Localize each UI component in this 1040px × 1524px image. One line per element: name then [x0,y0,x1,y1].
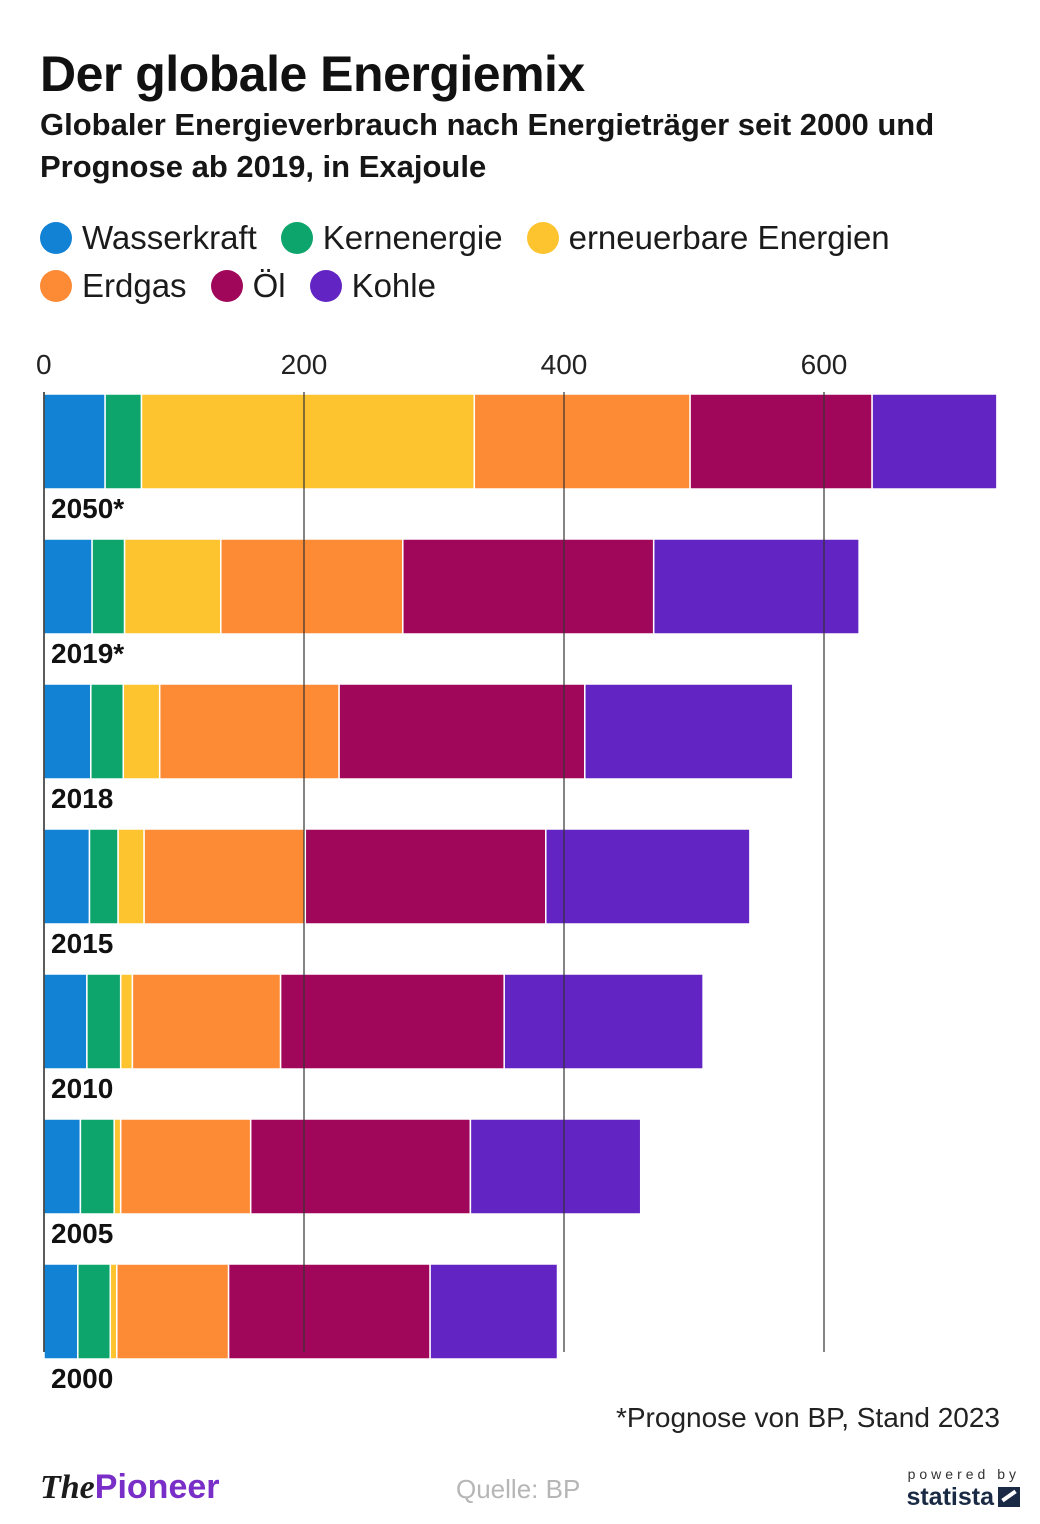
bar-segment-2019-4 [402,538,655,635]
bar-segment-2050-4 [689,393,873,490]
chart-title: Der globale Energiemix [40,46,585,102]
bars: 2050* 2019* 2018 2015 2010 2005 2000 [43,393,998,1394]
bar-segment-2015-2 [117,828,145,925]
gridlines: 0 200 400 600 [36,349,847,1352]
statista-wordmark: statista [906,1482,1020,1512]
bar-segment-2018-4 [338,683,586,780]
stacked-bar-chart: 2050* 2019* 2018 2015 2010 2005 2000 0 200 400 600 [36,349,998,1394]
year-label-2000: 2000 [51,1363,113,1394]
bar-segment-2005-1 [79,1118,115,1215]
legend-swatch-oel [210,270,243,302]
bar-segment-2010-2 [119,973,134,1070]
bar-segment-2018-3 [158,683,340,780]
bar-segment-2005-5 [469,1118,642,1215]
year-label-2015: 2015 [51,928,113,959]
bar-segment-2015-0 [43,828,91,925]
tick-label-200: 200 [281,349,328,380]
bar-segment-2010-4 [279,973,505,1070]
bar-segment-2018-5 [584,683,794,780]
legend-swatch-kohle [309,270,342,302]
legend-swatch-erdgas [40,270,72,302]
legend-swatch-kernenergie [280,222,313,254]
chart-subtitle: Globaler Energieverbrauch nach Energietr… [40,107,935,184]
bar-segment-2019-2 [123,538,222,635]
legend-item-wasserkraft: Wasserkraft [40,219,257,257]
bar-segment-2000-2 [109,1263,118,1360]
legend-label-kernenergie: Kernenergie [322,219,503,256]
legend-item-oel: Öl [210,267,286,305]
year-label-2050: 2050* [51,493,124,524]
legend-item-kernenergie: Kernenergie [280,219,503,257]
legend-item-erdgas: Erdgas [40,267,187,305]
legend: Wasserkraft Kernenergie erneuerbare Ener… [40,214,1020,310]
powered-by-label: powered by [907,1466,1020,1482]
statista-logo: powered by statista [906,1466,1020,1512]
legend-label-erneuerbare: erneuerbare Energien [568,219,890,256]
statista-icon [998,1487,1020,1507]
logo-pioneer: Pioneer [94,1468,220,1506]
year-label-2005: 2005 [51,1218,113,1249]
bar-segment-2050-0 [43,393,106,490]
bar-segment-2010-0 [43,973,88,1070]
bar-segment-2018-0 [43,683,92,780]
bar-segment-2010-5 [503,973,704,1070]
bar-segment-2005-2 [113,1118,122,1215]
bar-segment-2000-0 [43,1263,79,1360]
statista-name: statista [906,1483,994,1511]
bar-segment-2050-5 [871,393,998,490]
legend-row-2: Erdgas Öl Kohle [40,262,1020,310]
year-label-2019: 2019* [51,638,124,669]
legend-item-erneuerbare: erneuerbare Energien [526,219,890,257]
legend-row-1: Wasserkraft Kernenergie erneuerbare Ener… [40,214,1020,262]
bar-segment-2000-1 [77,1263,112,1360]
bar-segment-2015-5 [545,828,751,925]
bar-segment-2005-3 [119,1118,252,1215]
legend-label-erdgas: Erdgas [82,267,187,304]
the-pioneer-logo: ThePioneer [40,1468,220,1507]
bar-segment-2005-0 [43,1118,82,1215]
source-label: Quelle: BP [456,1474,581,1504]
bar-segment-2019-5 [652,538,860,635]
bar-segment-2015-1 [88,828,119,925]
bar-segment-2000-5 [429,1263,559,1360]
legend-item-kohle: Kohle [309,267,436,305]
logo-the: The [40,1469,95,1506]
legend-swatch-erneuerbare [526,222,559,254]
legend-swatch-wasserkraft [40,222,72,254]
bar-segment-2019-1 [91,538,126,635]
year-label-2010: 2010 [51,1073,113,1104]
bar-segment-2050-1 [104,393,143,490]
bar-segment-2019-3 [220,538,404,635]
bar-segment-2000-3 [116,1263,230,1360]
year-label-2018: 2018 [51,783,113,814]
bar-segment-2015-3 [143,828,307,925]
bar-segment-2010-1 [86,973,122,1070]
tick-label-400: 400 [541,349,588,380]
bar-segment-2018-1 [90,683,125,780]
bar-segment-2015-4 [304,828,547,925]
tick-label-600: 600 [801,349,848,380]
bar-segment-2019-0 [43,538,93,635]
footnote: *Prognose von BP, Stand 2023 [615,1402,1000,1433]
tick-label-0: 0 [36,349,52,380]
bar-segment-2000-4 [227,1263,431,1360]
bar-segment-2005-4 [249,1118,472,1215]
legend-label-wasserkraft: Wasserkraft [82,219,257,256]
legend-label-kohle: Kohle [351,267,436,304]
bar-segment-2018-2 [122,683,161,780]
legend-label-oel: Öl [252,267,286,304]
bar-segment-2050-3 [473,393,691,490]
bar-segment-2010-3 [131,973,282,1070]
bar-segment-2050-2 [140,393,476,490]
